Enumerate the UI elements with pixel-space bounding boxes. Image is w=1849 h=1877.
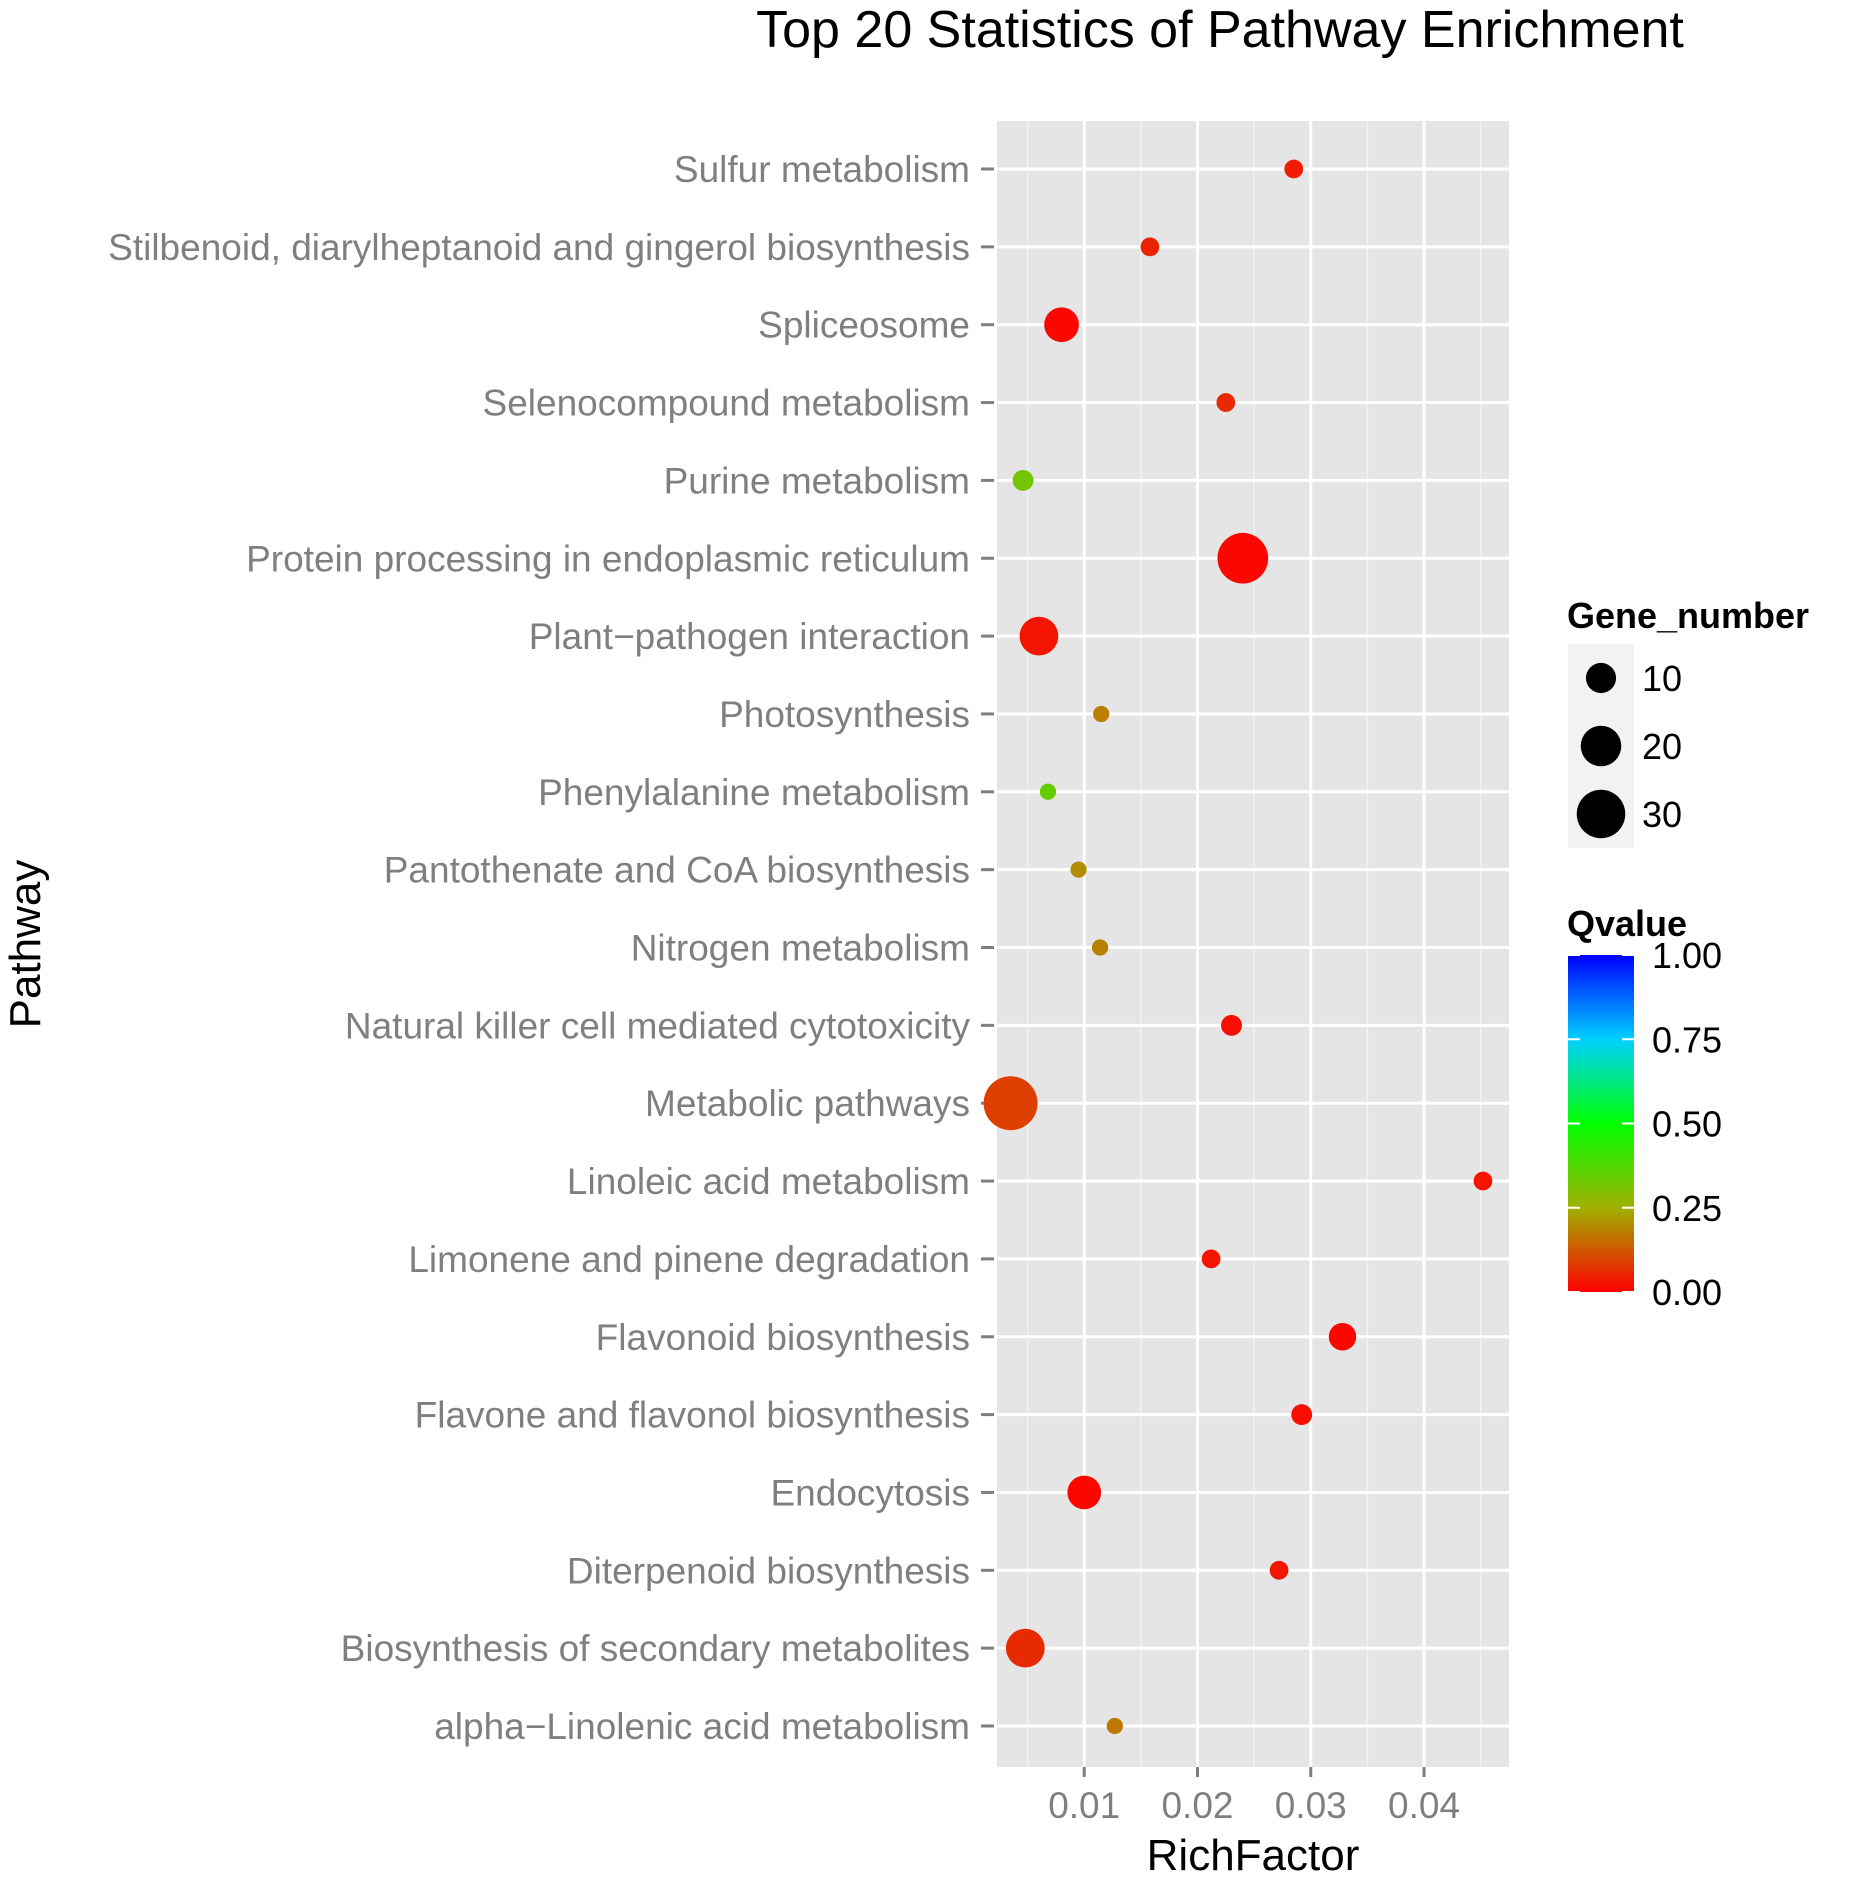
- data-point: [983, 1076, 1038, 1131]
- y-tick-label: Photosynthesis: [719, 694, 970, 735]
- y-tick-label: Stilbenoid, diarylheptanoid and gingerol…: [108, 227, 970, 268]
- data-point: [1284, 159, 1304, 179]
- data-point: [1221, 1014, 1242, 1036]
- color-legend: 1.00 0.75 0.50 0.25 0.00: [1568, 935, 1722, 1313]
- size-legend-label: 20: [1642, 726, 1682, 767]
- y-axis: Sulfur metabolism Stilbenoid, diarylhepta…: [108, 149, 994, 1747]
- colorbar-tick-label: 0.50: [1652, 1104, 1722, 1145]
- x-axis: 0.01 0.02 0.03 0.04: [1048, 1767, 1460, 1826]
- data-points: [983, 159, 1493, 1735]
- x-axis-title: RichFactor: [1147, 1831, 1360, 1877]
- data-point: [1216, 393, 1236, 412]
- colorbar-tick-label: 0.00: [1652, 1272, 1722, 1313]
- data-point: [1067, 1475, 1102, 1510]
- y-tick-label: Metabolic pathways: [645, 1083, 970, 1124]
- y-tick-label: Sulfur metabolism: [674, 149, 970, 190]
- x-tick-label: 0.01: [1048, 1785, 1120, 1826]
- y-tick-label: Flavone and flavonol biosynthesis: [415, 1395, 970, 1436]
- data-point: [1093, 705, 1110, 723]
- y-tick-label: Phenylalanine metabolism: [538, 772, 970, 813]
- y-tick-label: Pantothenate and CoA biosynthesis: [384, 850, 970, 891]
- y-tick-label: Natural killer cell mediated cytotoxicit…: [345, 1005, 971, 1046]
- size-legend: 10 20 30: [1568, 644, 1682, 848]
- y-tick-label: Protein processing in endoplasmic reticu…: [246, 538, 970, 579]
- y-tick-label: Purine metabolism: [664, 460, 970, 501]
- data-point: [1201, 1249, 1221, 1269]
- y-tick-label: Endocytosis: [771, 1472, 971, 1513]
- data-point: [1070, 861, 1087, 878]
- y-tick-label: Selenocompound metabolism: [483, 383, 970, 424]
- grid-major: [997, 121, 1509, 1767]
- y-axis-title: Pathway: [1, 860, 50, 1029]
- data-point: [1291, 1404, 1313, 1426]
- colorbar-tick-label: 0.75: [1652, 1019, 1722, 1060]
- y-tick-label: Biosynthesis of secondary metabolites: [341, 1628, 970, 1669]
- size-legend-title: Gene_number: [1567, 595, 1809, 636]
- data-point: [1005, 1628, 1045, 1668]
- size-legend-dot: [1585, 662, 1617, 694]
- data-point: [1328, 1323, 1357, 1351]
- data-point: [1039, 783, 1057, 800]
- colorbar-tick-label: 1.00: [1652, 935, 1722, 976]
- y-tick-label: Linoleic acid metabolism: [567, 1161, 970, 1202]
- data-point: [1269, 1560, 1289, 1580]
- size-legend-label: 10: [1642, 658, 1682, 699]
- x-tick-label: 0.02: [1161, 1785, 1233, 1826]
- y-tick-label: alpha−Linolenic acid metabolism: [434, 1706, 970, 1747]
- x-tick-label: 0.03: [1275, 1785, 1347, 1826]
- data-point: [1044, 307, 1079, 343]
- y-tick-label: Nitrogen metabolism: [631, 928, 970, 969]
- y-tick-label: Flavonoid biosynthesis: [596, 1317, 970, 1358]
- size-legend-dot: [1580, 725, 1622, 767]
- y-tick-label: Spliceosome: [758, 305, 970, 346]
- chart-title: Top 20 Statistics of Pathway Enrichment: [756, 1, 1684, 59]
- y-tick-label: Diterpenoid biosynthesis: [567, 1550, 970, 1591]
- color-legend-title: Qvalue: [1567, 903, 1687, 944]
- colorbar-tick-label: 0.25: [1652, 1188, 1722, 1229]
- y-tick-label: Plant−pathogen interaction: [529, 616, 970, 657]
- x-tick-label: 0.04: [1388, 1785, 1460, 1826]
- data-point: [1019, 616, 1059, 656]
- size-legend-label: 30: [1642, 794, 1682, 835]
- data-point: [1217, 532, 1269, 584]
- data-point: [1091, 939, 1109, 956]
- data-point: [1473, 1171, 1493, 1191]
- data-point: [1106, 1717, 1123, 1735]
- plot-panel: [997, 121, 1509, 1767]
- y-tick-label: Limonene and pinene degradation: [408, 1239, 970, 1280]
- data-point: [1012, 469, 1034, 491]
- size-legend-dot: [1576, 789, 1626, 839]
- data-point: [1140, 237, 1160, 257]
